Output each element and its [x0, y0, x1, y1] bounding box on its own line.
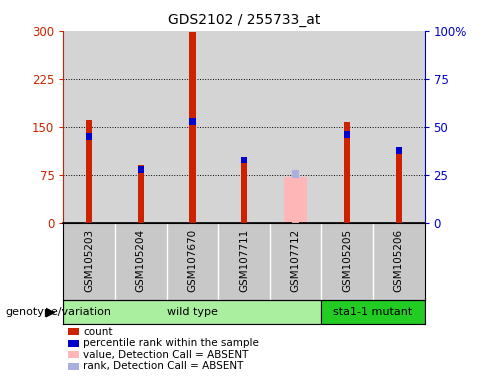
Text: value, Detection Call = ABSENT: value, Detection Call = ABSENT	[83, 350, 248, 360]
Bar	[284, 177, 307, 223]
Bar	[86, 139, 92, 223]
Bar	[189, 125, 196, 223]
Bar	[189, 32, 196, 223]
Bar	[241, 157, 247, 223]
Bar	[86, 120, 92, 223]
Text: GSM107712: GSM107712	[290, 229, 301, 292]
Text: percentile rank within the sample: percentile rank within the sample	[83, 338, 259, 348]
Title: GDS2102 / 255733_at: GDS2102 / 255733_at	[168, 13, 320, 27]
Bar	[344, 131, 350, 223]
Bar	[63, 300, 322, 324]
Bar	[292, 170, 299, 223]
Bar	[344, 122, 350, 223]
Text: GSM107670: GSM107670	[187, 229, 198, 292]
Text: wild type: wild type	[167, 307, 218, 317]
Bar	[86, 133, 92, 223]
Text: sta1-1 mutant: sta1-1 mutant	[333, 307, 412, 317]
Text: GSM105203: GSM105203	[84, 229, 94, 292]
Bar	[344, 137, 350, 223]
Bar	[241, 163, 247, 223]
Bar	[322, 300, 425, 324]
Text: GSM105205: GSM105205	[342, 229, 352, 292]
Bar	[396, 159, 402, 223]
Bar	[138, 166, 144, 223]
Bar	[189, 118, 196, 223]
Bar	[241, 165, 247, 223]
Text: genotype/variation: genotype/variation	[5, 307, 111, 317]
Bar	[138, 173, 144, 223]
Bar	[396, 154, 402, 223]
Bar	[138, 165, 144, 223]
Text: GSM107711: GSM107711	[239, 229, 249, 292]
Text: ▶: ▶	[46, 306, 56, 318]
Text: GSM105206: GSM105206	[394, 229, 404, 292]
Bar	[292, 178, 299, 223]
Text: GSM105204: GSM105204	[136, 229, 146, 292]
Text: rank, Detection Call = ABSENT: rank, Detection Call = ABSENT	[83, 361, 244, 371]
Bar	[396, 147, 402, 223]
Text: count: count	[83, 327, 112, 337]
